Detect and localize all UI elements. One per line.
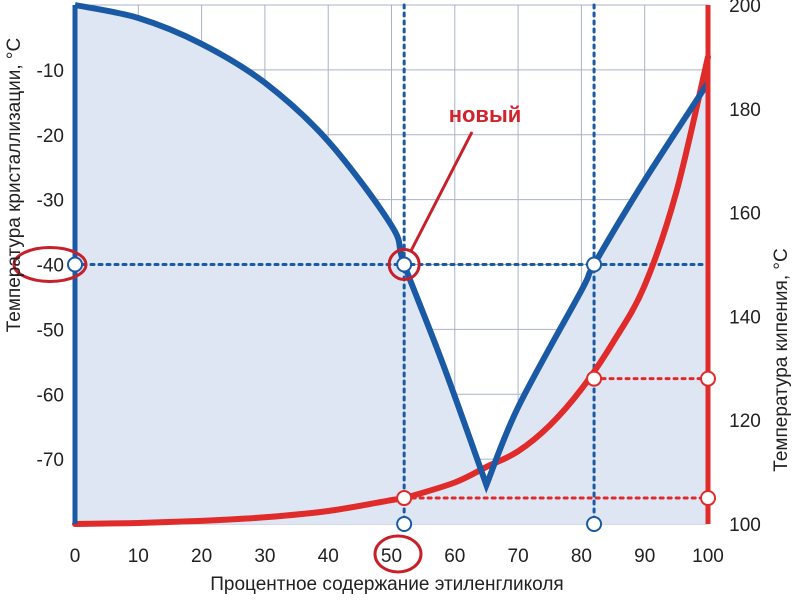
- marker-freeze-82: [586, 256, 603, 273]
- y-right-tick-label: 180: [729, 100, 761, 121]
- marker-boil-52: [396, 490, 413, 507]
- x-tick-label: 50: [381, 546, 402, 567]
- new-annotation-label: новый: [449, 102, 522, 127]
- y-left-tick-label: -70: [37, 450, 64, 471]
- tick-labels: 0 10 20 30 40 50 60 70 80 90 100 -10 -20 -30 -40 -50 -60…: [37, 0, 761, 567]
- y-axis-right-label: Температура кипения, °C: [771, 248, 792, 471]
- y-right-tick-label: 120: [729, 411, 761, 432]
- y-left-tick-label: -40: [37, 256, 64, 277]
- y-left-tick-label: -60: [37, 385, 64, 406]
- y-left-tick-label: -10: [37, 61, 64, 82]
- y-right-tick-label: 160: [729, 204, 761, 225]
- highlight-ring-intersection: [387, 248, 421, 281]
- annotation-pointer-line: [408, 131, 474, 254]
- y-left-tick-label: -50: [37, 320, 64, 341]
- x-tick-label: 70: [508, 546, 529, 567]
- y-right-tick-label: 100: [729, 515, 761, 536]
- x-tick-label: 0: [70, 546, 81, 567]
- x-tick-label: 80: [571, 546, 592, 567]
- marker-boil-right-128: [700, 370, 716, 387]
- x-tick-label: 20: [191, 546, 212, 567]
- marker-freeze-52: [396, 256, 413, 273]
- marker-y-minus-40: [67, 256, 83, 273]
- highlight-ring-x-label: [373, 534, 423, 574]
- highlight-ring-y-label: [12, 246, 88, 283]
- marker-x-82: [586, 516, 603, 532]
- x-tick-label: 30: [254, 546, 275, 567]
- y-right-tick-label: 200: [729, 0, 761, 17]
- y-left-tick-label: -20: [37, 126, 64, 147]
- x-axis-label: Процентное содержание этиленгликоля: [210, 574, 563, 595]
- marker-x-52: [396, 516, 413, 532]
- x-tick-label: 10: [128, 546, 149, 567]
- marker-boil-right-105: [700, 490, 716, 507]
- x-tick-label: 90: [634, 546, 655, 567]
- x-tick-label: 100: [692, 546, 724, 567]
- markers: [12, 131, 716, 574]
- y-right-tick-label: 140: [729, 307, 761, 328]
- x-tick-label: 40: [318, 546, 339, 567]
- marker-boil-82: [586, 370, 603, 387]
- x-tick-label: 60: [444, 546, 465, 567]
- y-axis-left-label: Температура кристаллизации, °C: [4, 38, 25, 332]
- y-left-tick-label: -30: [37, 191, 64, 212]
